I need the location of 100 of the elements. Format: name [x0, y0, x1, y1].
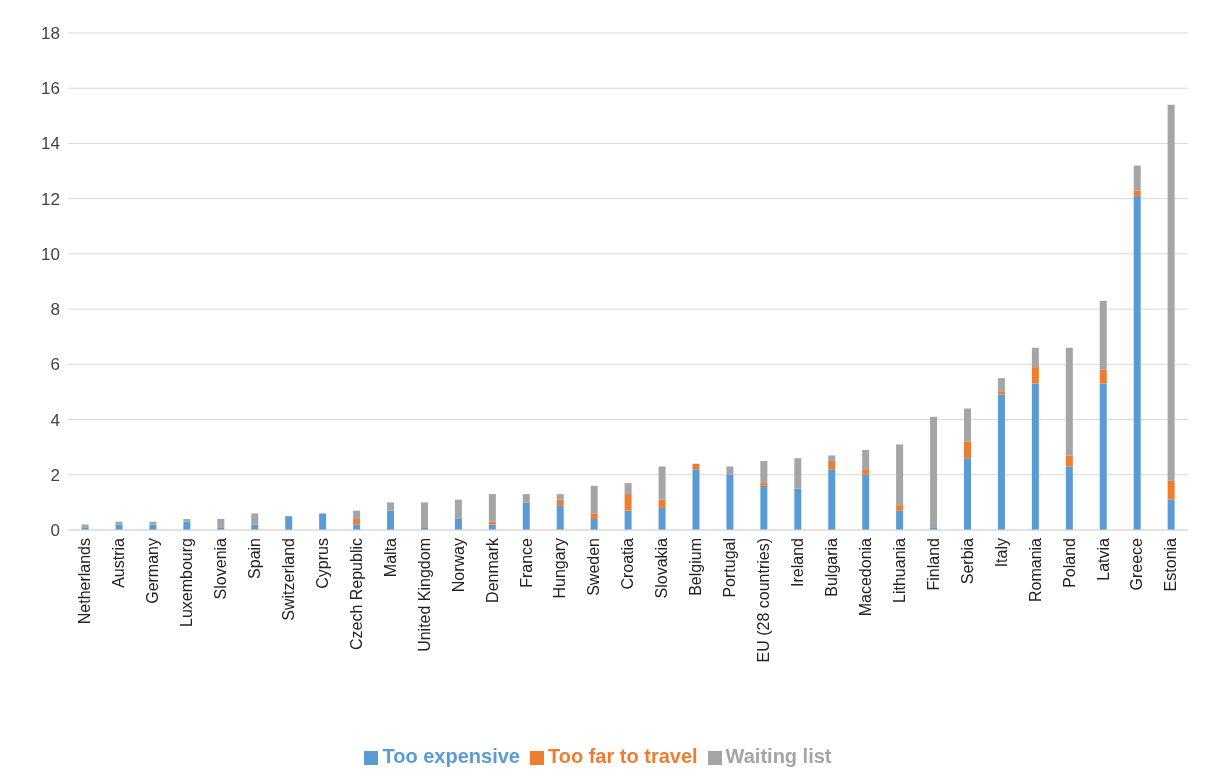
bar: [454, 499, 462, 519]
legend-label: Too far to travel: [547, 745, 698, 767]
bar: [1031, 383, 1039, 530]
bar: [217, 518, 225, 528]
y-tick-label: 8: [50, 300, 60, 320]
x-tick-label: Bulgaria: [823, 537, 840, 597]
x-tick-label: Macedonia: [856, 537, 874, 617]
x-tick-label: Estonia: [1162, 537, 1180, 592]
bar: [522, 502, 530, 530]
bar: [420, 502, 428, 528]
y-tick-label: 4: [50, 410, 60, 430]
x-tick-label: Latvia: [1094, 537, 1112, 581]
x-tick-label: Serbia: [958, 537, 976, 585]
bar: [896, 510, 904, 530]
bar: [590, 518, 598, 530]
x-tick-label: Croatia: [619, 537, 637, 590]
bar: [1167, 499, 1175, 530]
bar: [964, 441, 971, 459]
bar: [1065, 347, 1073, 456]
bar: [1065, 455, 1073, 467]
bar: [964, 408, 971, 442]
x-tick-label: United Kingdom: [415, 538, 433, 652]
bar: [692, 469, 700, 530]
x-tick-label: Austria: [110, 537, 128, 588]
bar: [896, 444, 904, 506]
x-tick-label: Spain: [246, 538, 264, 579]
bar: [862, 474, 870, 530]
bar: [794, 488, 802, 530]
bar: [556, 494, 564, 500]
x-tick-label: Belgium: [687, 538, 705, 596]
x-tick-label: Sweden: [585, 538, 603, 596]
x-tick-label: Hungary: [551, 538, 569, 599]
bar: [658, 507, 666, 530]
bar: [1031, 347, 1039, 368]
x-tick-label: France: [517, 537, 535, 588]
x-tick-label: Slovenia: [212, 537, 230, 600]
bar: [1133, 165, 1141, 191]
bar: [590, 485, 598, 514]
x-tick-label: Luxembourg: [178, 538, 196, 627]
x-tick-label: Lithuania: [890, 537, 908, 603]
bar: [658, 499, 666, 508]
bar: [964, 458, 971, 530]
bar: [828, 469, 836, 530]
bar: [760, 460, 768, 484]
y-tick-label: 18: [41, 24, 60, 44]
bar: [1167, 480, 1175, 500]
bar: [896, 505, 904, 511]
y-tick-label: 0: [50, 521, 60, 541]
bar: [1133, 190, 1141, 196]
bar: [353, 524, 361, 530]
bar: [353, 518, 361, 525]
bar: [828, 460, 836, 470]
bar: [997, 391, 1005, 395]
bar: [930, 416, 938, 528]
bar: [522, 494, 530, 503]
bar: [319, 513, 327, 530]
bar: [556, 505, 564, 530]
bar: [353, 510, 361, 519]
y-tick-label: 12: [41, 189, 60, 209]
x-tick-label: Malta: [381, 537, 399, 578]
x-tick-label: EU (28 countries): [755, 538, 773, 663]
x-tick-label: Norway: [449, 538, 467, 593]
bar: [251, 513, 259, 525]
bar: [251, 524, 259, 530]
bar: [115, 524, 123, 530]
bar: [997, 394, 1005, 530]
bar: [692, 463, 700, 470]
y-tick-label: 2: [50, 465, 60, 485]
bar: [556, 499, 564, 506]
x-tick-label: Netherlands: [76, 538, 94, 625]
legend-label: Too expensive: [382, 745, 520, 767]
bar: [624, 510, 632, 530]
x-tick-label: Greece: [1128, 537, 1146, 591]
bar: [1099, 383, 1107, 530]
bar: [997, 378, 1005, 392]
bar: [624, 483, 632, 495]
x-tick-label: Denmark: [483, 537, 501, 603]
y-tick-label: 16: [41, 79, 60, 99]
bar: [658, 466, 666, 500]
bar: [862, 449, 870, 470]
legend-label: Waiting list: [725, 745, 832, 767]
x-tick-label: Finland: [924, 538, 942, 591]
x-tick-label: Czech Republic: [347, 538, 365, 651]
x-tick-label: Romania: [1026, 537, 1044, 603]
bar: [183, 518, 191, 522]
bar: [794, 458, 802, 489]
x-tick-label: Switzerland: [279, 538, 297, 621]
bar: [726, 474, 734, 530]
bar: [760, 483, 768, 486]
bar: [862, 469, 870, 475]
x-tick-label: Germany: [144, 538, 162, 604]
bar: [1099, 300, 1107, 370]
x-tick-label: Poland: [1060, 538, 1078, 588]
bar: [1099, 369, 1107, 384]
y-tick-label: 6: [50, 355, 60, 375]
bar: [454, 518, 462, 530]
x-tick-label: Slovakia: [653, 537, 671, 599]
bar: [624, 494, 632, 511]
bar: [590, 513, 598, 519]
x-tick-label: Cyprus: [313, 538, 331, 589]
